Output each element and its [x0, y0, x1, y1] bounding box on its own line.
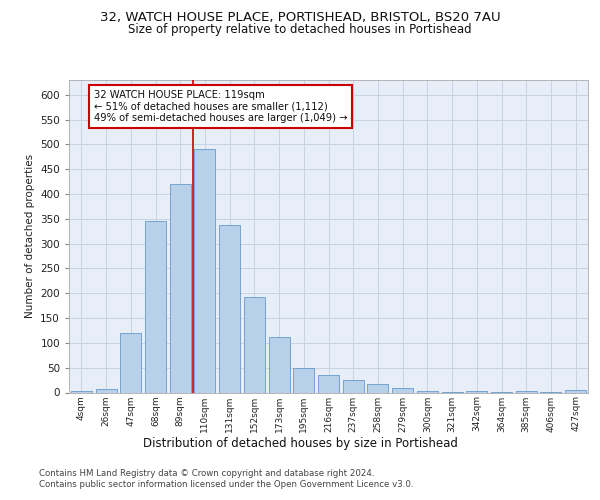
Bar [367, 384, 388, 392]
Bar [293, 368, 314, 392]
Bar [516, 390, 537, 392]
Bar [170, 184, 191, 392]
Text: Contains public sector information licensed under the Open Government Licence v3: Contains public sector information licen… [39, 480, 413, 489]
Text: 32, WATCH HOUSE PLACE, PORTISHEAD, BRISTOL, BS20 7AU: 32, WATCH HOUSE PLACE, PORTISHEAD, BRIST… [100, 11, 500, 24]
Bar [120, 333, 141, 392]
Bar [343, 380, 364, 392]
Y-axis label: Number of detached properties: Number of detached properties [25, 154, 35, 318]
Bar [466, 390, 487, 392]
Bar [565, 390, 586, 392]
Bar [244, 297, 265, 392]
Bar [417, 390, 438, 392]
Bar [392, 388, 413, 392]
Text: Distribution of detached houses by size in Portishead: Distribution of detached houses by size … [143, 438, 457, 450]
Bar [71, 390, 92, 392]
Bar [269, 338, 290, 392]
Bar [318, 375, 339, 392]
Text: Size of property relative to detached houses in Portishead: Size of property relative to detached ho… [128, 22, 472, 36]
Bar [145, 222, 166, 392]
Bar [95, 389, 116, 392]
Text: Contains HM Land Registry data © Crown copyright and database right 2024.: Contains HM Land Registry data © Crown c… [39, 469, 374, 478]
Bar [194, 150, 215, 392]
Bar [219, 225, 240, 392]
Text: 32 WATCH HOUSE PLACE: 119sqm
← 51% of detached houses are smaller (1,112)
49% of: 32 WATCH HOUSE PLACE: 119sqm ← 51% of de… [94, 90, 347, 123]
